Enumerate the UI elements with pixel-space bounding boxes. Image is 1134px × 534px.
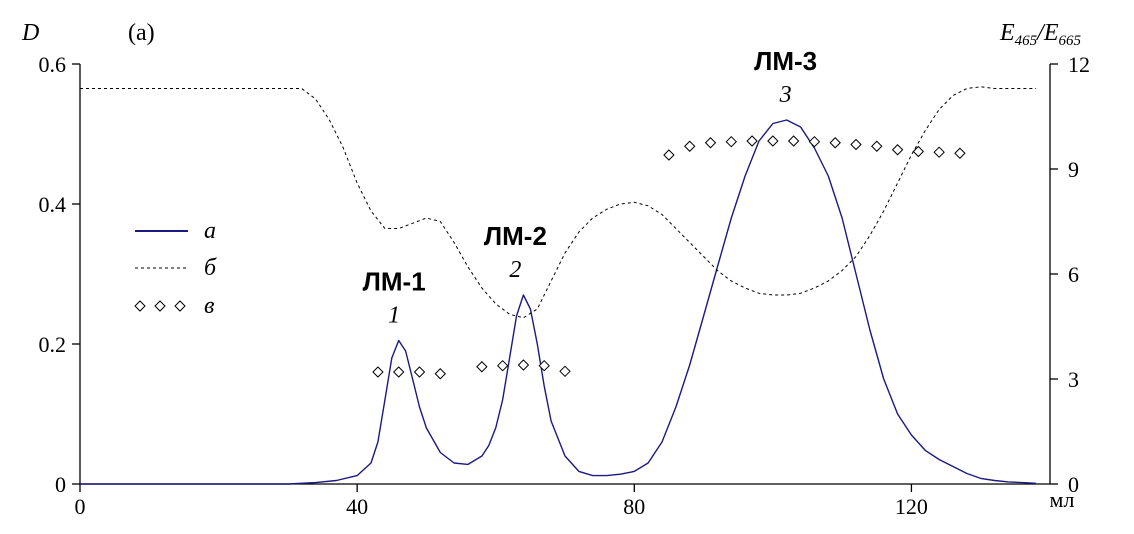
peak-number-1: 1: [388, 303, 400, 329]
x-tick-label-0: 0: [75, 494, 86, 519]
y-tick-label-1: 0.2: [39, 332, 67, 357]
series-c-point-11: [706, 138, 716, 148]
series-c-point-5: [498, 361, 508, 371]
y2-tick-label-3: 9: [1068, 157, 1079, 182]
legend-label-a: а: [204, 218, 216, 244]
peak-name-1: ЛМ-1: [363, 267, 426, 297]
peak-name-2: ЛМ-2: [484, 221, 547, 251]
legend-label-c: в: [204, 293, 214, 319]
axes: [80, 64, 1050, 484]
series-c-point-2: [415, 367, 425, 377]
series-c-point-12: [726, 137, 736, 147]
peak-number-2: 2: [509, 257, 521, 283]
series-c-point-9: [664, 150, 674, 160]
series-c-point-16: [809, 137, 819, 147]
series-c-point-0: [373, 367, 383, 377]
series-c-point-18: [851, 140, 861, 150]
series-c-point-10: [685, 141, 695, 151]
series-c-point-4: [477, 362, 487, 372]
x-unit-label: мл: [1050, 487, 1075, 512]
legend: а б в: [135, 218, 217, 319]
series-c-point-22: [934, 147, 944, 157]
y2-axis-title: E465/E665: [999, 20, 1082, 49]
y-tick-label-2: 0.4: [39, 192, 67, 217]
series-c-point-19: [872, 141, 882, 151]
series-c-point-1: [394, 367, 404, 377]
x-tick-label-2: 80: [623, 494, 645, 519]
y-tick-label-3: 0.6: [39, 52, 67, 77]
legend-marker-c-0: [135, 301, 145, 311]
series-c-point-6: [518, 360, 528, 370]
y2-tick-label-2: 6: [1068, 262, 1079, 287]
y-tick-label-0: 0: [55, 472, 66, 497]
series-c-point-8: [560, 366, 570, 376]
peak-name-3: ЛМ-3: [754, 46, 817, 76]
peak-number-3: 3: [779, 82, 792, 108]
legend-marker-c-1: [155, 301, 165, 311]
x-tick-label-3: 120: [895, 494, 928, 519]
y2-tick-label-1: 3: [1068, 367, 1079, 392]
legend-swatch-c: [135, 301, 185, 311]
series-a-line: [80, 120, 1036, 484]
series-c-point-17: [830, 138, 840, 148]
annotation-layer: 1 ЛМ-1 2 ЛМ-2 3 ЛМ-3: [363, 46, 817, 329]
series-c-point-15: [789, 136, 799, 146]
panel-label: (a): [128, 20, 155, 46]
series-b-line: [80, 87, 1036, 318]
x-tick-label-1: 40: [346, 494, 368, 519]
y2-tick-label-4: 12: [1068, 52, 1090, 77]
series-layer: [80, 87, 1036, 484]
series-c-markers: [373, 136, 965, 379]
legend-marker-c-2: [175, 301, 185, 311]
series-c-point-20: [893, 145, 903, 155]
legend-label-b: б: [204, 255, 217, 281]
series-c-point-14: [768, 136, 778, 146]
series-c-point-13: [747, 136, 757, 146]
series-c-point-23: [955, 148, 965, 158]
series-c-point-3: [435, 369, 445, 379]
y-axis-title: D: [21, 20, 39, 46]
